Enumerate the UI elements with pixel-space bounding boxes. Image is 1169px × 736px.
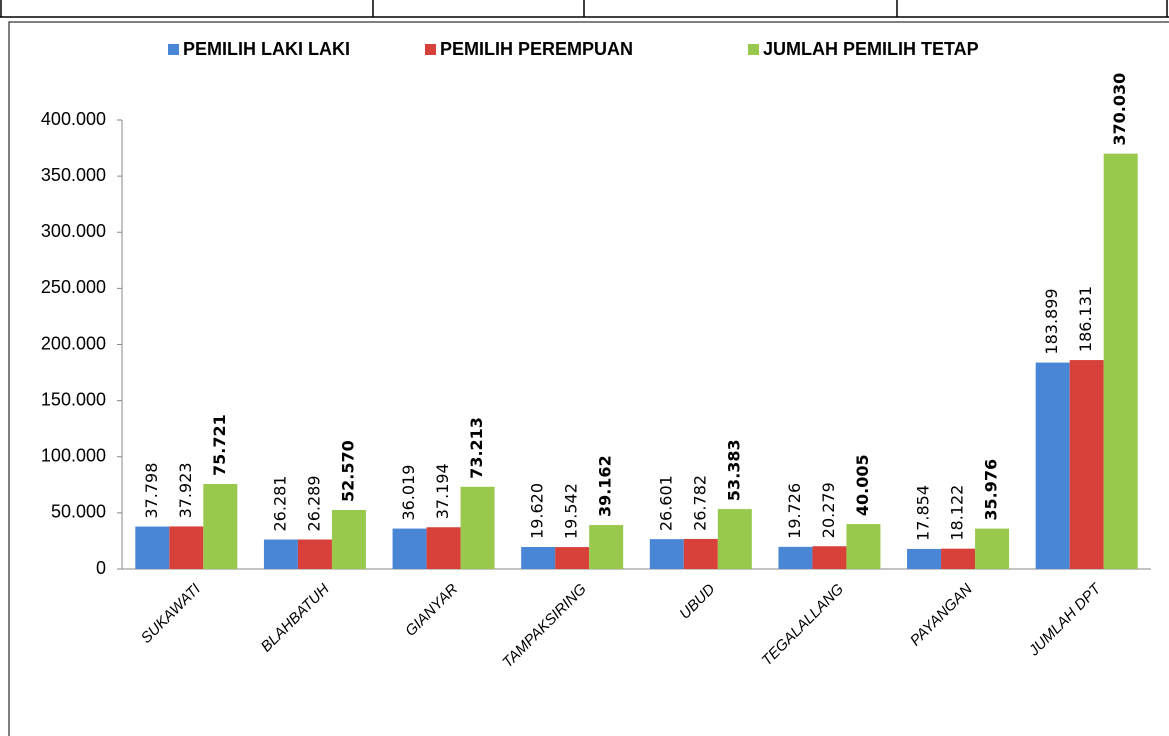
value-label: 26.601: [656, 475, 675, 531]
value-label: 52.570: [338, 440, 357, 502]
value-label: 35.976: [982, 459, 1001, 521]
bar: [426, 527, 461, 569]
bar: [135, 526, 170, 569]
bar: [778, 546, 813, 569]
bar: [717, 509, 752, 569]
y-tick-label: 50.000: [51, 502, 106, 522]
value-label: 73.213: [467, 417, 486, 479]
x-tick-label: UBUD: [676, 581, 718, 623]
legend-label: PEMILIH LAKI LAKI: [183, 39, 350, 59]
value-label: 36.019: [399, 465, 418, 521]
value-label: 19.620: [528, 483, 547, 539]
bar: [683, 538, 718, 569]
bar: [263, 539, 298, 569]
bar: [1069, 360, 1104, 569]
y-tick-label: 150.000: [41, 389, 106, 409]
bar: [555, 547, 590, 569]
x-tick-label: TAMPAKSIRING: [499, 580, 590, 671]
legend-label: PEMILIH PEREMPUAN: [440, 39, 633, 59]
value-label: 18.122: [948, 485, 967, 541]
value-label: 370.030: [1110, 73, 1129, 146]
value-label: 183.899: [1042, 288, 1061, 354]
value-label: 39.162: [596, 455, 615, 517]
x-tick-label: JUMLAH DPT: [1025, 579, 1106, 660]
y-tick-label: 250.000: [41, 277, 106, 297]
bar: [1035, 362, 1070, 569]
x-tick-label: PAYANGAN: [907, 581, 976, 650]
value-label: 37.923: [176, 462, 195, 518]
x-tick-label: SUKAWATI: [138, 581, 204, 647]
value-label: 75.721: [210, 414, 229, 476]
legend-swatch: [748, 44, 759, 55]
chart-frame: [8, 21, 1169, 736]
bar: [846, 524, 881, 569]
legend-label: JUMLAH PEMILIH TETAP: [763, 39, 979, 59]
y-tick-label: 0: [96, 558, 106, 578]
y-tick-label: 300.000: [41, 221, 106, 241]
bar: [589, 525, 624, 569]
bar: [649, 539, 684, 569]
x-tick-label: BLAHBATUH: [258, 581, 333, 656]
bar: [392, 528, 427, 569]
value-label: 26.289: [304, 476, 323, 532]
bar: [460, 486, 495, 569]
bar: [941, 548, 976, 569]
value-label: 37.194: [433, 463, 452, 519]
bar: [521, 546, 556, 569]
bar: [907, 548, 942, 569]
bar: [331, 509, 366, 569]
value-label: 26.281: [270, 476, 289, 532]
y-tick-label: 200.000: [41, 333, 106, 353]
legend-swatch: [168, 44, 179, 55]
value-label: 19.542: [562, 483, 581, 539]
bar: [169, 526, 204, 569]
value-label: 37.798: [142, 463, 161, 519]
value-label: 186.131: [1076, 286, 1095, 352]
y-tick-label: 100.000: [41, 446, 106, 466]
y-tick-label: 350.000: [41, 165, 106, 185]
x-tick-label: TEGALALLANG: [758, 580, 847, 669]
value-label: 53.383: [724, 439, 743, 501]
value-label: 26.782: [690, 475, 709, 531]
bar: [1103, 153, 1138, 569]
bar: [297, 539, 332, 569]
value-label: 40.005: [853, 454, 872, 516]
value-label: 19.726: [785, 483, 804, 539]
legend-swatch: [425, 44, 436, 55]
bar: [975, 528, 1010, 569]
bar: [812, 546, 847, 569]
value-label: 17.854: [914, 485, 933, 541]
x-tick-label: GIANYAR: [402, 580, 461, 639]
bar: [203, 484, 238, 569]
y-tick-label: 400.000: [41, 109, 106, 129]
table-strip: [0, 0, 1169, 18]
value-label: 20.279: [819, 482, 838, 538]
